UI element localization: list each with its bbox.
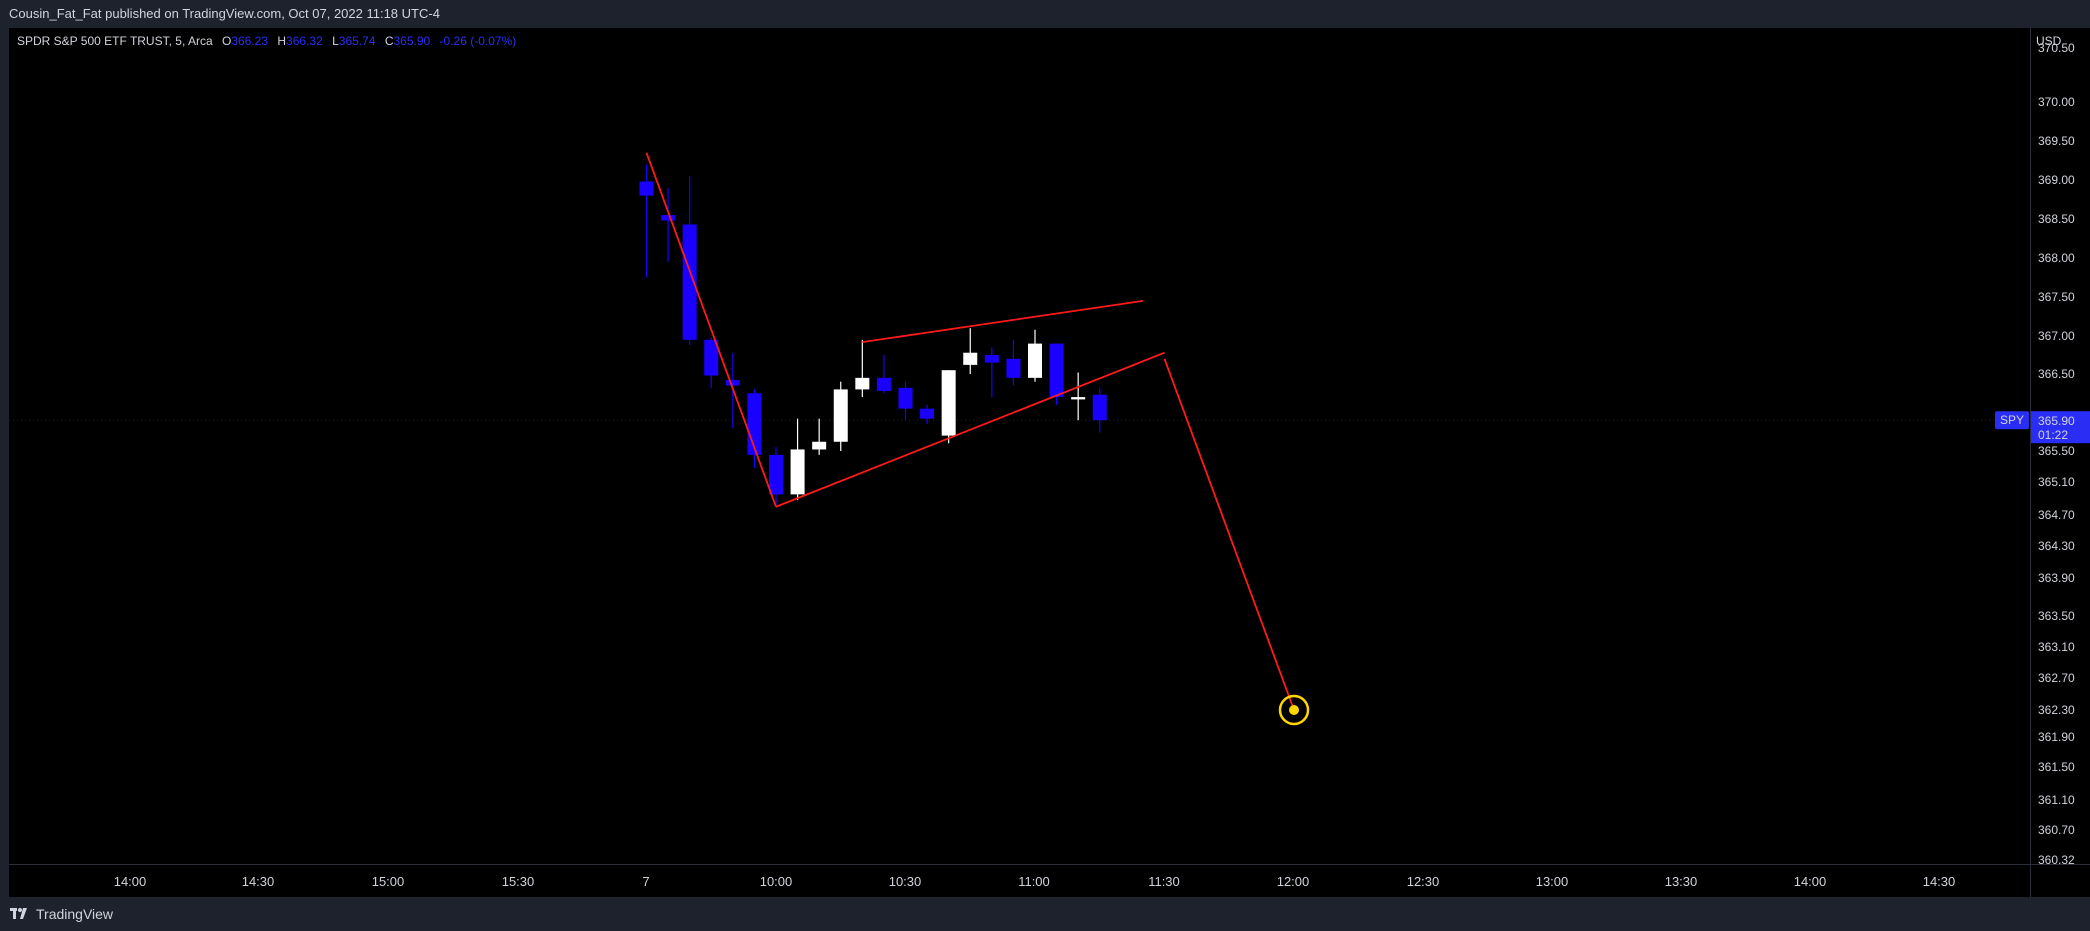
price-tick-label: 367.50: [2038, 290, 2075, 304]
candle-body: [1049, 343, 1064, 398]
price-tick-label: 370.00: [2038, 95, 2075, 109]
price-tick-label: 362.30: [2038, 703, 2075, 717]
wedge-upper-line: [862, 300, 1144, 343]
time-tick-label: 12:30: [1407, 874, 1440, 889]
last-price-badge: [2031, 411, 2090, 444]
price-tick-label: 368.00: [2038, 251, 2075, 265]
legend-low: 365.74: [338, 34, 376, 48]
chart-legend: SPDR S&P 500 ETF TRUST, 5, Arca O366.23 …: [17, 34, 522, 48]
time-axis[interactable]: [9, 864, 2030, 898]
chart-pane[interactable]: [9, 28, 2030, 897]
candle-body: [682, 224, 697, 340]
time-tick-label: 11:00: [1018, 874, 1050, 889]
candle-body: [898, 387, 913, 409]
price-tick-label: 366.50: [2038, 367, 2075, 381]
price-tick-label: 368.50: [2038, 212, 2075, 226]
price-axis[interactable]: [2030, 28, 2090, 864]
legend-o-key: O: [221, 34, 232, 48]
legend-close: 365.90: [393, 34, 431, 48]
candle-body: [790, 449, 805, 495]
legend-h-key: H: [277, 34, 287, 48]
price-tick-label: 361.10: [2038, 793, 2075, 807]
publisher-bar: Cousin_Fat_Fat published on TradingView.…: [0, 0, 2090, 28]
time-tick-label: 14:00: [1794, 874, 1827, 889]
price-tick-label: 363.10: [2038, 640, 2075, 654]
target-ring: [1278, 694, 1310, 726]
candle-body: [963, 352, 978, 365]
tradingview-logo[interactable]: TradingView: [10, 906, 113, 922]
price-tick-label: 365.10: [2038, 475, 2075, 489]
time-tick-label: 15:30: [502, 874, 535, 889]
publisher-line: Cousin_Fat_Fat published on TradingView.…: [9, 6, 440, 21]
price-tick-label: 360.32: [2038, 853, 2075, 867]
candle-body: [1028, 343, 1042, 378]
price-tick-label: 365.50: [2038, 444, 2075, 458]
time-tick-label: 15:00: [372, 874, 405, 889]
candle-body: [704, 339, 719, 376]
time-tick-label: 13:00: [1536, 874, 1569, 889]
symbol-badge: [1995, 411, 2029, 430]
price-tick-label: 362.70: [2038, 671, 2075, 685]
candle-body: [725, 380, 740, 386]
candle-body: [941, 370, 956, 436]
time-tick-label: 10:30: [889, 874, 922, 889]
footer-bar: TradingView: [0, 897, 2090, 931]
candle-body: [984, 355, 999, 363]
candle-body: [920, 408, 935, 419]
candle-body: [661, 215, 676, 221]
tradingview-logo-icon: [10, 908, 27, 919]
candle-body: [769, 454, 783, 495]
price-tick-label: 369.50: [2038, 134, 2075, 148]
price-tick-label: 361.90: [2038, 730, 2075, 744]
candle-body: [812, 441, 827, 450]
price-tick-label: 370.50: [2038, 41, 2075, 55]
time-tick-label: 11:30: [1148, 874, 1180, 889]
time-tick-label: 14:30: [1923, 874, 1956, 889]
price-tick-label: 363.90: [2038, 571, 2075, 585]
time-tick-label: 13:30: [1665, 874, 1698, 889]
candle-body: [1071, 397, 1086, 400]
candle-body: [876, 377, 891, 391]
price-tick-label: 367.00: [2038, 329, 2075, 343]
footer-brand: TradingView: [36, 906, 114, 922]
projection-line: [1163, 358, 1295, 711]
candle-body: [833, 389, 848, 442]
candle-body: [1006, 358, 1021, 378]
time-tick-label: 14:00: [114, 874, 147, 889]
legend-symbol: SPDR S&P 500 ETF TRUST, 5, Arca: [17, 34, 213, 48]
last-price-label: 365.90: [2038, 414, 2075, 428]
price-tick-label: 369.00: [2038, 173, 2075, 187]
price-tick-label: 361.50: [2038, 760, 2075, 774]
legend-c-key: C: [384, 34, 394, 48]
price-tick-label: 363.50: [2038, 609, 2075, 623]
currency-label: USD: [2036, 34, 2062, 48]
price-tick-label: 364.30: [2038, 539, 2075, 553]
drop-trendline: [645, 152, 777, 508]
wedge-lower-line: [775, 351, 1165, 508]
candle-body: [855, 377, 870, 390]
legend-l-key: L: [332, 34, 339, 48]
price-tick-label: 364.70: [2038, 508, 2075, 522]
countdown-label: 01:22: [2038, 428, 2068, 442]
time-tick-label: 12:00: [1277, 874, 1310, 889]
legend-high: 366.32: [286, 34, 323, 48]
candle-body: [639, 181, 654, 196]
time-tick-label: 14:30: [242, 874, 275, 889]
time-tick-label: 7: [642, 874, 649, 889]
axis-corner: [2030, 864, 2090, 898]
price-tick-label: 360.70: [2038, 823, 2075, 837]
candle-body: [1092, 394, 1107, 421]
time-tick-label: 10:00: [760, 874, 793, 889]
legend-change: -0.26 (-0.07%): [439, 34, 517, 48]
target-dot: [1289, 705, 1299, 715]
legend-open: 366.23: [231, 34, 269, 48]
symbol-badge-label: SPY: [2000, 413, 2024, 427]
